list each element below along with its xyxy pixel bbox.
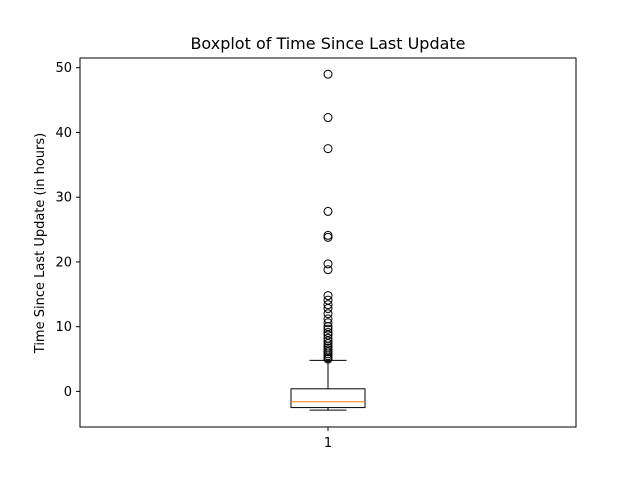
outlier-point bbox=[323, 206, 333, 216]
outlier-point bbox=[323, 232, 333, 242]
outlier-point bbox=[323, 259, 333, 269]
outlier-point bbox=[323, 354, 333, 364]
outlier-point bbox=[323, 69, 333, 79]
y-tick-label: 30 bbox=[55, 191, 72, 206]
outlier-point bbox=[323, 300, 333, 310]
y-tick-label: 0 bbox=[64, 385, 72, 400]
chart-title: Boxplot of Time Since Last Update bbox=[190, 34, 465, 53]
outlier-point bbox=[323, 144, 333, 154]
x-tick-label: 1 bbox=[324, 436, 332, 451]
plot-frame bbox=[79, 57, 577, 428]
outlier-point bbox=[323, 291, 333, 301]
iqr-box bbox=[290, 388, 366, 409]
outlier-point bbox=[323, 304, 333, 314]
y-tick-label: 20 bbox=[55, 255, 72, 270]
y-tick-label: 50 bbox=[55, 61, 72, 76]
y-tick-label: 40 bbox=[55, 126, 72, 141]
y-axis-label: Time Since Last Update (in hours) bbox=[33, 133, 48, 354]
outlier-point bbox=[323, 265, 333, 275]
outlier-point bbox=[323, 309, 333, 319]
plot-area: 0 10 20 30 40 50 1 bbox=[55, 61, 366, 451]
outlier-point bbox=[323, 324, 333, 334]
outlier-point bbox=[323, 336, 333, 346]
outlier-point bbox=[323, 318, 333, 328]
y-tick-label: 10 bbox=[55, 320, 72, 335]
outlier-point bbox=[323, 113, 333, 123]
